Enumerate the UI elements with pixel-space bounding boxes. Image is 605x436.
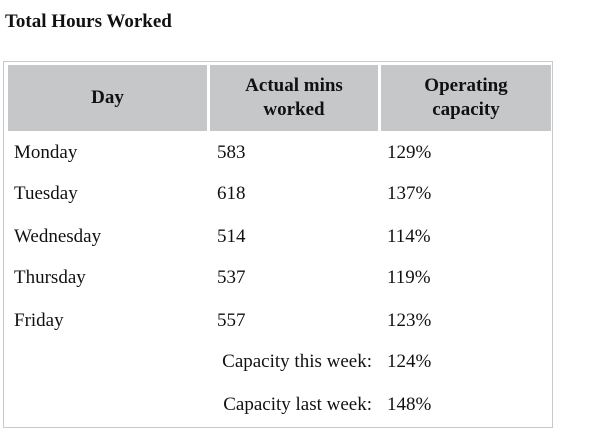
header-actual-mins-line1: Actual mins bbox=[245, 75, 343, 96]
table-cell-day: Thursday bbox=[14, 267, 86, 288]
summary-label-this-week: Capacity this week: bbox=[222, 351, 372, 372]
header-operating-capacity-line1: Operating bbox=[424, 75, 508, 96]
summary-value-last-week: 148% bbox=[387, 394, 432, 415]
table-cell-mins: 583 bbox=[217, 142, 246, 163]
table-cell-capacity: 137% bbox=[387, 183, 432, 204]
table-cell-mins: 537 bbox=[217, 267, 246, 288]
header-operating-capacity: Operating capacity bbox=[381, 65, 551, 131]
hours-table: Day Actual mins worked Operating capacit… bbox=[3, 61, 553, 428]
table-cell-day: Friday bbox=[14, 310, 64, 331]
table-cell-capacity: 129% bbox=[387, 142, 432, 163]
table-cell-capacity: 114% bbox=[387, 226, 431, 247]
table-cell-capacity: 123% bbox=[387, 310, 432, 331]
table-cell-day: Tuesday bbox=[14, 183, 78, 204]
header-day-label: Day bbox=[91, 87, 124, 108]
table-cell-mins: 557 bbox=[217, 310, 246, 331]
header-operating-capacity-line2: capacity bbox=[432, 99, 500, 120]
summary-label-last-week: Capacity last week: bbox=[223, 394, 372, 415]
table-cell-mins: 514 bbox=[217, 226, 246, 247]
summary-value-this-week: 124% bbox=[387, 351, 432, 372]
table-cell-day: Monday bbox=[14, 142, 78, 163]
table-cell-day: Wednesday bbox=[14, 226, 102, 247]
table-cell-mins: 618 bbox=[217, 183, 246, 204]
table-cell-capacity: 119% bbox=[387, 267, 431, 288]
page-title: Total Hours Worked bbox=[5, 11, 172, 32]
header-day: Day bbox=[8, 65, 207, 131]
header-actual-mins: Actual mins worked bbox=[210, 65, 378, 131]
header-actual-mins-line2: worked bbox=[263, 99, 325, 120]
